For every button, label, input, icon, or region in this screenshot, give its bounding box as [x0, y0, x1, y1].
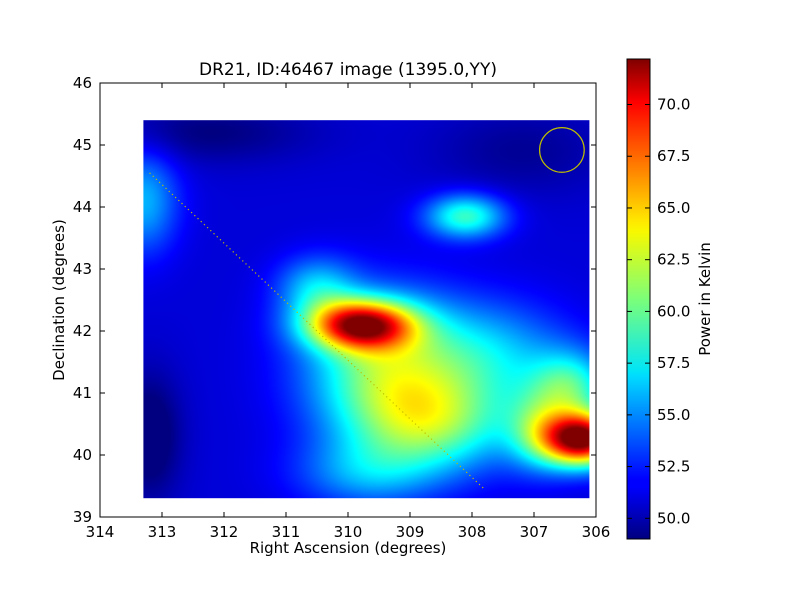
colorbar-label: Power in Kelvin	[696, 242, 714, 356]
colorbar-tick-label: 57.5	[657, 354, 690, 372]
x-tick-label: 307	[520, 523, 549, 541]
y-tick-label: 41	[73, 384, 92, 402]
scan-line	[149, 172, 485, 490]
x-axis-label: Right Ascension (degrees)	[250, 539, 447, 557]
heatmap-image	[143, 120, 590, 499]
y-axis-label: Declination (degrees)	[50, 219, 68, 381]
colorbar-tick-label: 52.5	[657, 458, 690, 476]
x-tick-label: 313	[148, 523, 177, 541]
colorbar-tick-label: 62.5	[657, 251, 690, 269]
y-tick-label: 39	[73, 508, 92, 526]
y-tick-label: 46	[73, 74, 92, 92]
colorbar-tick-label: 67.5	[657, 147, 690, 165]
colorbar-ticks: 50.0 52.5 55.0 57.5 60.0 62.5 65.0 67.5 70.0	[627, 96, 690, 527]
colorbar-tick-label: 60.0	[657, 302, 690, 320]
beam-circle	[538, 127, 585, 173]
colorbar-tick-label: 70.0	[657, 96, 690, 114]
x-tick-label: 308	[458, 523, 487, 541]
y-tick-label: 40	[73, 446, 92, 464]
y-tick-label: 43	[73, 260, 92, 278]
colorbar: 50.0 52.5 55.0 57.5 60.0 62.5 65.0 67.5 70.0 Pow…	[626, 58, 714, 540]
y-tick-label: 44	[73, 198, 92, 216]
colorbar-tick-label: 50.0	[657, 509, 690, 527]
x-tick-label: 311	[272, 523, 301, 541]
x-tick-label: 312	[210, 523, 239, 541]
chart-title: DR21, ID:46467 image (1395.0,YY)	[199, 60, 497, 80]
colorbar-gradient	[626, 58, 651, 540]
x-tick-label: 310	[334, 523, 363, 541]
colorbar-tick-label: 55.0	[657, 406, 690, 424]
heatmap-layer	[143, 120, 590, 499]
x-tick-label: 306	[582, 523, 611, 541]
y-tick-label: 42	[73, 322, 92, 340]
x-tick-label: 309	[396, 523, 425, 541]
x-axis: 314 313 312 311 310 309 308 307 306	[86, 83, 611, 541]
y-axis: 39 40 41 42 43 44 45 46	[73, 74, 596, 526]
colorbar-tick-label: 65.0	[657, 199, 690, 217]
x-tick-label: 314	[86, 523, 115, 541]
y-tick-label: 45	[73, 136, 92, 154]
